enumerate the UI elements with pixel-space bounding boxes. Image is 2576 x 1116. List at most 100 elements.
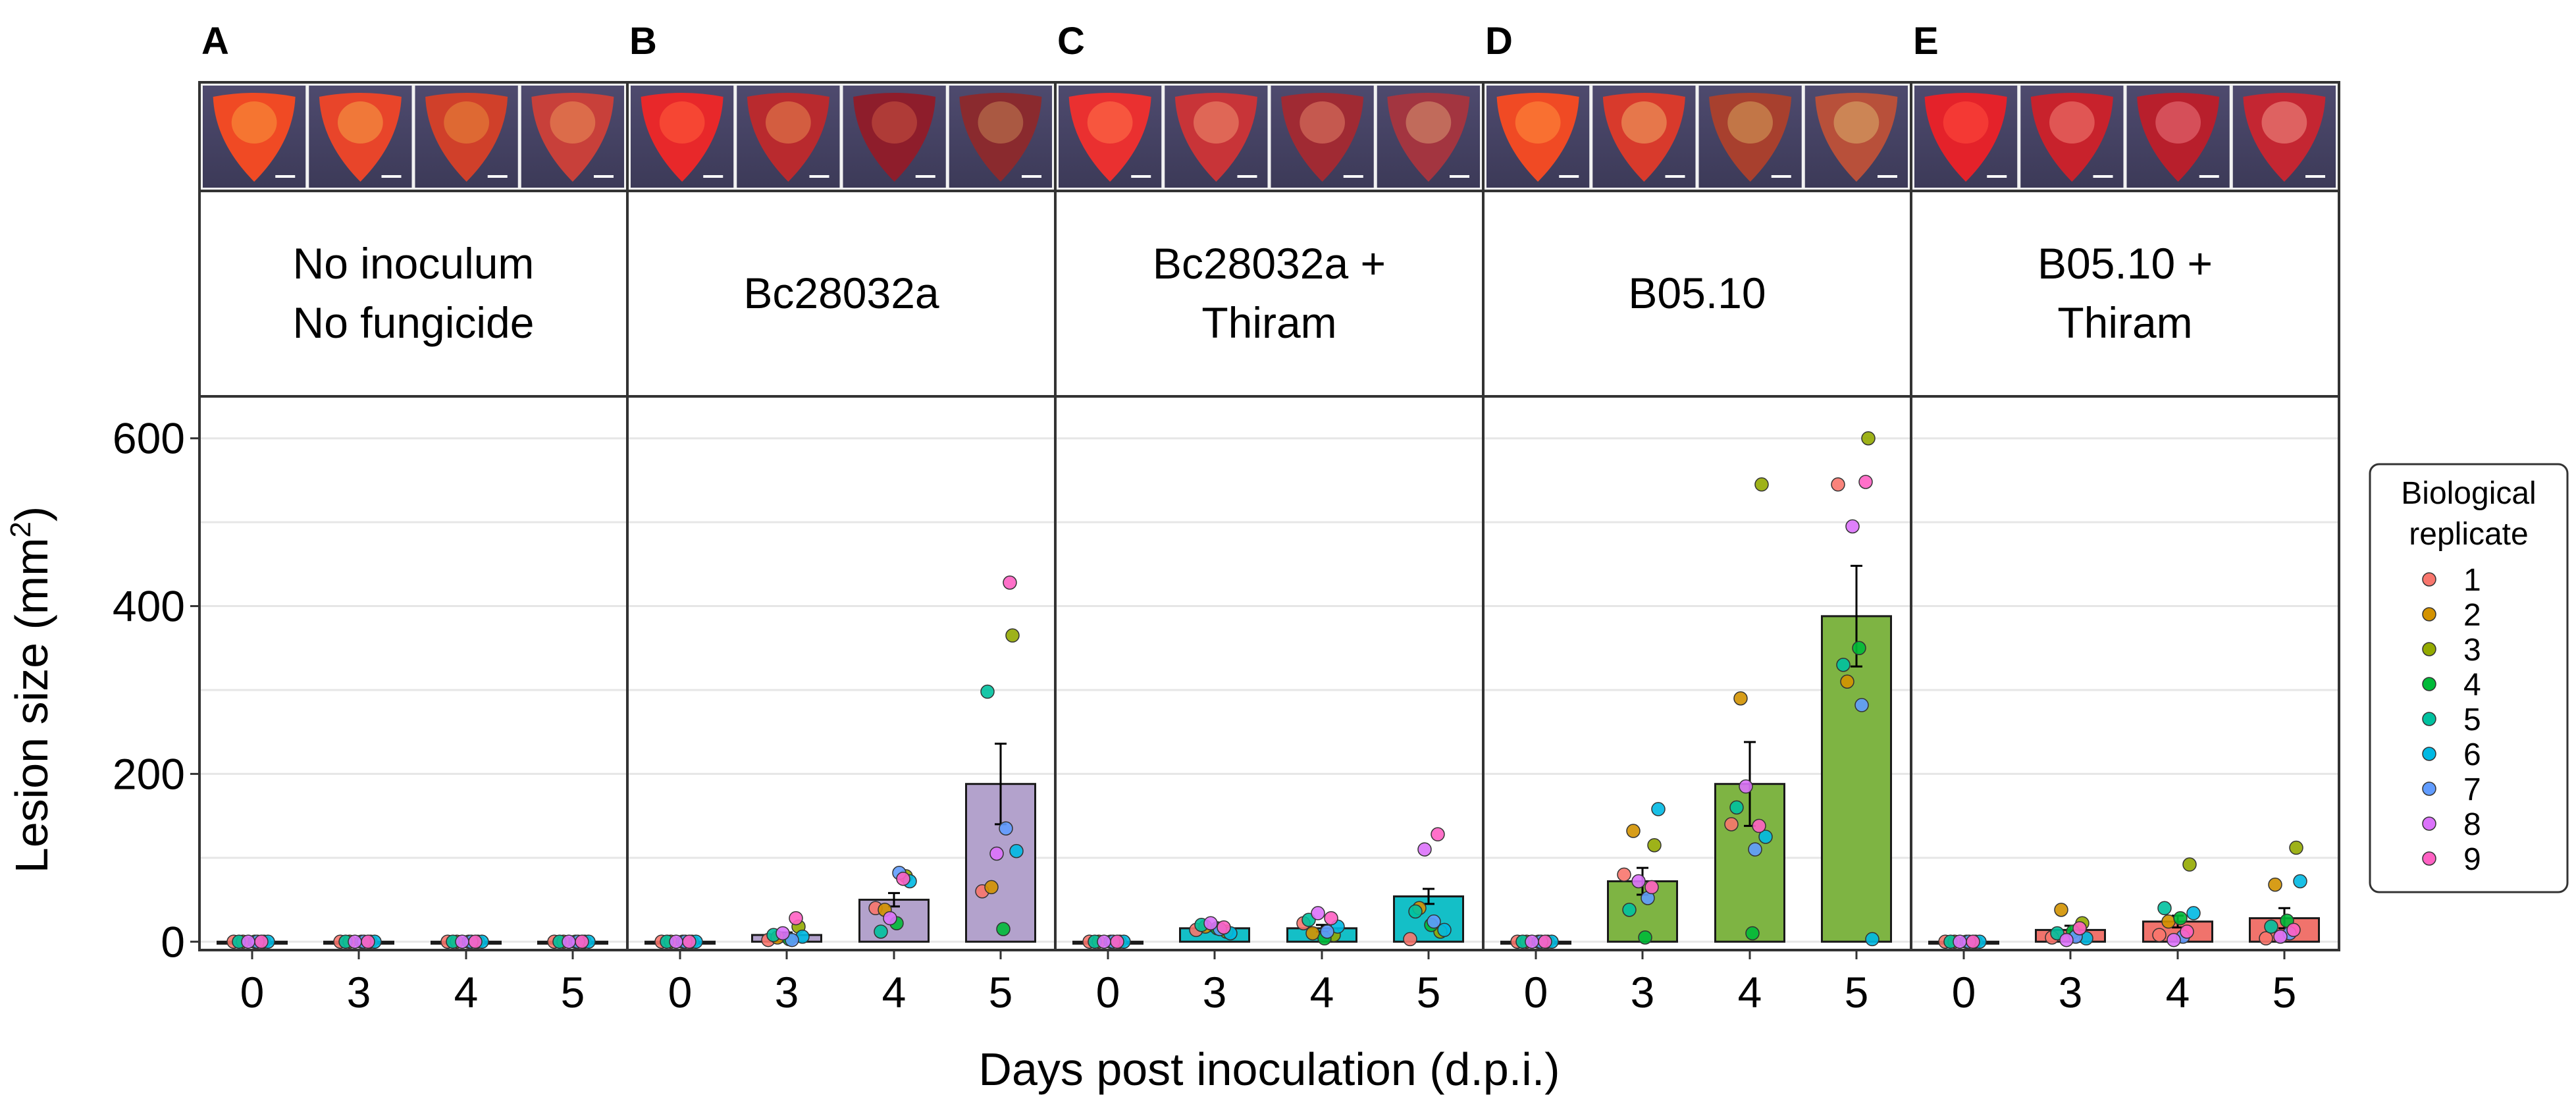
x-tick-label: 3 xyxy=(775,968,799,1017)
data-point-replicate-3 xyxy=(2289,840,2303,855)
legend-label: 6 xyxy=(2463,737,2481,772)
data-point-replicate-7 xyxy=(1748,842,1762,857)
data-point-replicate-9 xyxy=(575,934,589,949)
scale-bar xyxy=(1878,175,1897,178)
strawberry-highlight xyxy=(444,101,489,144)
data-point-replicate-1 xyxy=(1831,477,1845,492)
strawberry-highlight xyxy=(1087,101,1133,144)
data-point-replicate-8 xyxy=(455,934,469,949)
facet-title: No inoculum xyxy=(293,239,535,288)
data-point-replicate-9 xyxy=(361,934,375,949)
data-point-replicate-1 xyxy=(1724,817,1739,832)
legend-marker-6 xyxy=(2422,747,2436,761)
x-tick-label: 5 xyxy=(1417,968,1441,1017)
legend-marker-1 xyxy=(2422,572,2436,587)
panel-letter-A: A xyxy=(201,20,229,63)
strawberry-highlight xyxy=(1833,101,1879,144)
data-point-replicate-3 xyxy=(1647,837,1662,853)
data-point-replicate-6 xyxy=(2186,906,2201,920)
data-point-replicate-4 xyxy=(1638,930,1652,945)
data-point-replicate-9 xyxy=(1217,920,1231,935)
data-point-replicate-2 xyxy=(1840,674,1854,689)
strawberry-highlight xyxy=(1194,101,1239,144)
legend-marker-5 xyxy=(2422,712,2436,726)
panel-letter-D: D xyxy=(1485,20,1513,63)
strawberry-highlight xyxy=(2155,101,2201,144)
data-point-replicate-3 xyxy=(1861,431,1876,446)
data-point-replicate-5 xyxy=(1729,800,1744,815)
data-point-replicate-8 xyxy=(1525,934,1539,949)
data-point-replicate-4 xyxy=(2173,911,2188,926)
facet-strip xyxy=(1055,191,1483,396)
legend-marker-9 xyxy=(2422,851,2436,866)
data-point-replicate-6 xyxy=(1865,932,1879,947)
scale-bar xyxy=(381,175,402,178)
data-point-replicate-8 xyxy=(1953,934,1967,949)
data-point-replicate-7 xyxy=(1427,914,1441,929)
data-point-replicate-8 xyxy=(1845,519,1860,534)
strawberry-highlight xyxy=(231,101,277,144)
data-point-replicate-2 xyxy=(1626,824,1641,838)
strawberry-highlight xyxy=(1727,101,1773,144)
legend-label: 8 xyxy=(2463,807,2481,842)
data-point-replicate-8 xyxy=(1203,916,1218,930)
facet-title: Thiram xyxy=(1201,298,1336,347)
x-tick-label: 5 xyxy=(989,968,1013,1017)
data-point-replicate-5 xyxy=(1408,904,1423,919)
x-tick-label: 5 xyxy=(1845,968,1869,1017)
x-tick-label: 5 xyxy=(561,968,585,1017)
data-point-replicate-8 xyxy=(1739,779,1753,794)
legend-box xyxy=(2369,463,2569,893)
strawberry-highlight xyxy=(872,101,917,144)
strawberry-highlight xyxy=(550,101,596,144)
x-tick-label: 3 xyxy=(2059,968,2083,1017)
legend-marker-8 xyxy=(2422,816,2436,831)
data-point-replicate-3 xyxy=(1754,477,1769,492)
legend-marker-7 xyxy=(2422,782,2436,796)
x-tick-label: 0 xyxy=(668,968,693,1017)
x-tick-label: 3 xyxy=(1203,968,1227,1017)
data-point-replicate-2 xyxy=(2268,877,2282,892)
data-point-replicate-9 xyxy=(468,934,483,949)
strawberry-highlight xyxy=(1515,101,1561,144)
panel-row-frame xyxy=(198,395,2340,951)
scale-bar xyxy=(275,175,296,178)
data-point-replicate-2 xyxy=(2161,914,2176,929)
data-point-replicate-6 xyxy=(1651,802,1666,816)
scale-bar xyxy=(1987,175,2007,178)
data-point-replicate-8 xyxy=(1417,842,1432,857)
data-point-replicate-8 xyxy=(989,846,1004,861)
scale-bar xyxy=(1343,175,1363,178)
y-tick-label: 0 xyxy=(161,917,185,966)
data-point-replicate-5 xyxy=(1836,658,1851,672)
y-tick-label: 400 xyxy=(113,582,185,631)
data-point-replicate-5 xyxy=(2264,919,2278,934)
data-point-replicate-1 xyxy=(1403,932,1417,947)
data-point-replicate-4 xyxy=(1745,926,1760,941)
data-point-replicate-8 xyxy=(562,934,576,949)
data-point-replicate-2 xyxy=(2054,903,2068,917)
scale-bar xyxy=(2093,175,2113,178)
legend-label: 4 xyxy=(2463,668,2481,703)
scale-bar xyxy=(1771,175,1791,178)
y-axis-title-superscript: 2 xyxy=(5,521,37,537)
legend-label: 3 xyxy=(2463,633,2481,668)
x-tick-label: 0 xyxy=(1096,968,1120,1017)
data-point-replicate-6 xyxy=(1437,922,1452,938)
scale-bar xyxy=(1237,175,1257,178)
data-point-replicate-9 xyxy=(1110,934,1124,949)
data-point-replicate-6 xyxy=(1758,830,1773,844)
data-point-replicate-1 xyxy=(2152,928,2167,942)
y-axis-title-close: ) xyxy=(6,506,57,521)
data-point-replicate-5 xyxy=(2157,901,2172,916)
data-point-replicate-9 xyxy=(254,934,269,949)
data-point-replicate-5 xyxy=(874,924,888,939)
strawberry-highlight xyxy=(2261,101,2307,144)
data-point-replicate-9 xyxy=(1538,934,1552,949)
scale-bar xyxy=(703,175,723,178)
data-point-replicate-5 xyxy=(1622,903,1637,917)
x-tick-label: 5 xyxy=(2273,968,2297,1017)
data-point-replicate-8 xyxy=(2167,932,2181,947)
facet-strip xyxy=(199,191,627,396)
data-point-replicate-4 xyxy=(1852,641,1866,656)
